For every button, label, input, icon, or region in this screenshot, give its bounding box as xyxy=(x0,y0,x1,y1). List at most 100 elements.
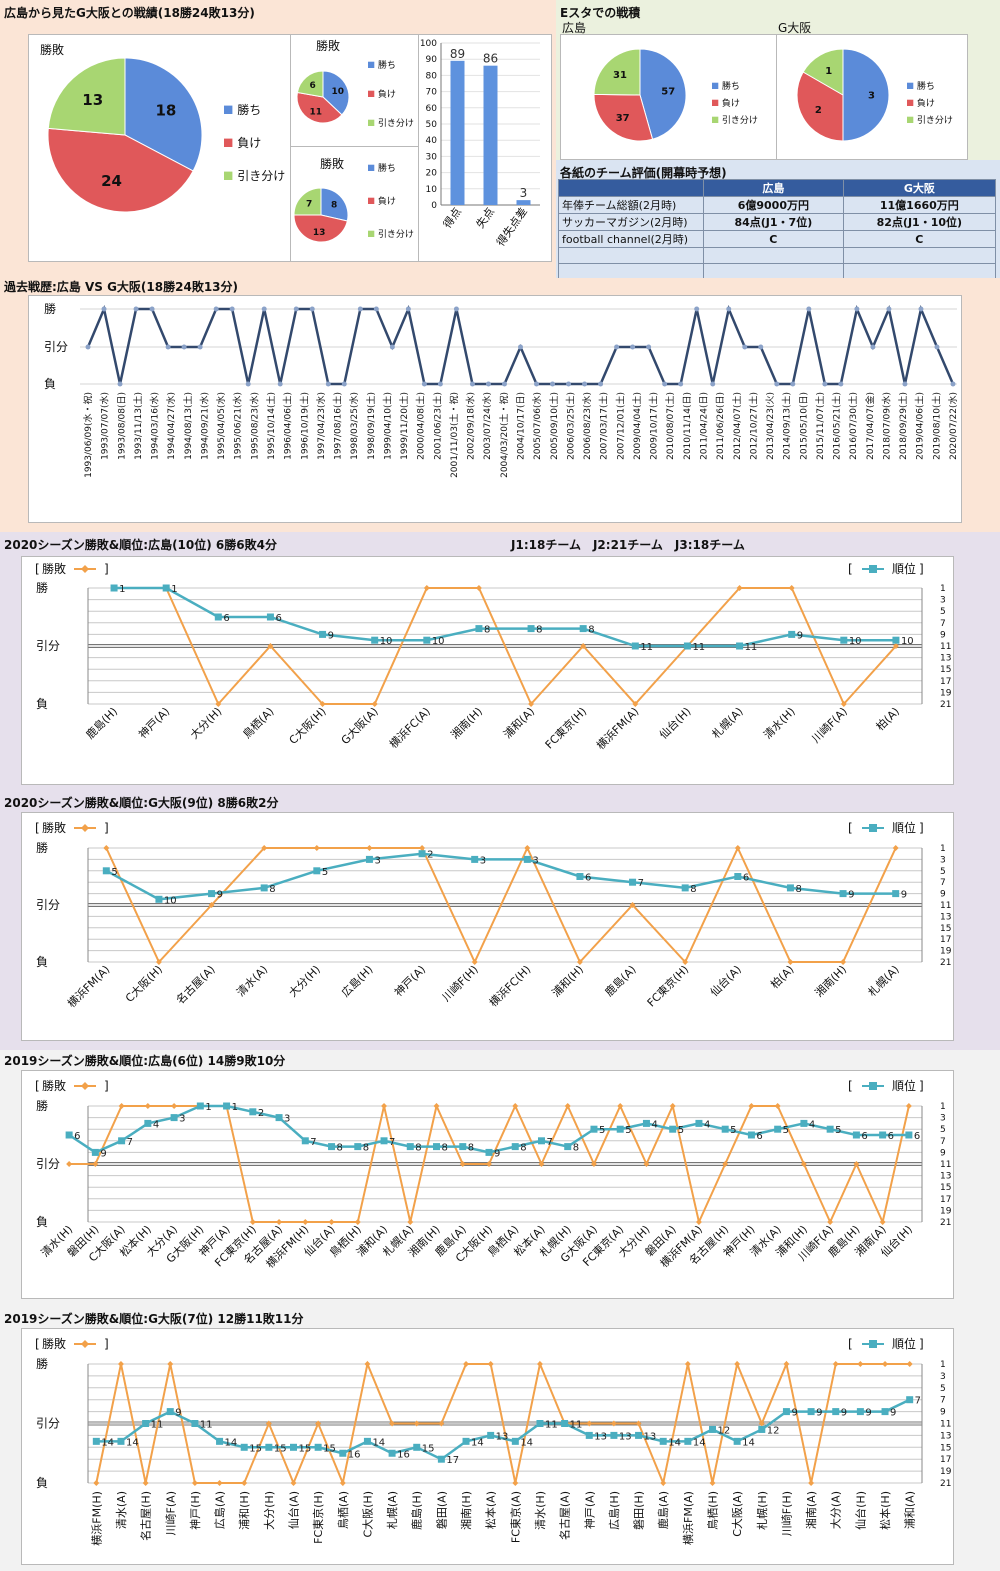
rank-point xyxy=(839,890,847,898)
result-point xyxy=(787,959,794,965)
rank-point xyxy=(166,1408,174,1416)
result-point xyxy=(261,845,268,851)
season-x-label: 清水(A) xyxy=(115,1491,128,1529)
season-title: 2020シーズン勝敗&順位:広島(10位) 6勝6敗4分 xyxy=(4,538,277,552)
result-y-label: 勝 xyxy=(36,580,48,595)
result-y-label: 引分 xyxy=(36,898,60,912)
rank-data-label: 1 xyxy=(171,584,177,595)
result-point xyxy=(832,1361,839,1367)
pie-title: 勝敗 xyxy=(40,42,64,57)
rank-point xyxy=(196,1102,204,1110)
result-point xyxy=(524,845,531,851)
rank-point xyxy=(339,1449,347,1457)
rank-tick-label: 9 xyxy=(940,1148,946,1158)
season-x-label: 磐田(A) xyxy=(434,1491,448,1529)
result-point xyxy=(635,1420,642,1427)
season-title: 2019シーズン勝敗&順位:広島(6位) 14勝9敗10分 xyxy=(4,1054,286,1068)
season-title: 2019シーズン勝敗&順位:G大阪(7位) 12勝11敗11分 xyxy=(4,1312,304,1326)
history-point xyxy=(950,381,956,387)
season-x-label: 清水(H) xyxy=(534,1491,547,1530)
rank-point xyxy=(774,1125,782,1133)
legend-swatch xyxy=(368,164,375,171)
pie-slice xyxy=(842,48,890,142)
pie-slice-label: 13 xyxy=(82,91,103,109)
pie-slice-label: 11 xyxy=(309,108,322,118)
result-point xyxy=(208,902,215,908)
history-point xyxy=(149,306,155,312)
rank-point xyxy=(840,636,848,644)
result-point xyxy=(339,1480,346,1486)
rank-data-label: 6 xyxy=(861,1131,867,1142)
season-x-label: 松本(A) xyxy=(484,1491,498,1529)
rank-tick-label: 11 xyxy=(940,1160,951,1170)
history-point xyxy=(758,344,764,350)
rank-point xyxy=(162,584,170,592)
rank-legend-marker xyxy=(869,824,877,832)
pie-slice-label: 13 xyxy=(313,228,326,238)
result-legend-marker xyxy=(81,1082,89,1090)
rank-data-label: 1 xyxy=(119,584,125,595)
legend-swatch xyxy=(907,99,914,106)
rank-point xyxy=(758,1425,766,1433)
history-x-label: 1993/06/09(水・祝) xyxy=(82,392,94,478)
rank-point xyxy=(906,1396,914,1404)
season-x-label: 湘南(A) xyxy=(804,1491,818,1529)
rank-data-label: 14 xyxy=(520,1437,533,1448)
rank-data-label: 3 xyxy=(179,1114,185,1125)
season-x-label: 清水(A) xyxy=(234,963,270,999)
history-point xyxy=(614,344,620,350)
season-2019-gosaka-section: 2019シーズン勝敗&順位:G大阪(7位) 12勝11敗11分 1 3 5 7 9 11 1… xyxy=(0,1308,1000,1571)
season-x-label: 鹿島(H) xyxy=(83,704,120,741)
rank-data-label: 9 xyxy=(890,1408,896,1419)
legend-label: 勝ち xyxy=(378,59,396,71)
result-point xyxy=(808,1480,815,1486)
rank-data-label: 7 xyxy=(915,1396,921,1407)
rank-legend-label: 順位 xyxy=(892,1078,916,1093)
history-point xyxy=(806,306,812,312)
rank-point xyxy=(576,873,584,880)
rank-data-label: 9 xyxy=(865,1408,871,1419)
result-legend-marker xyxy=(81,565,89,573)
rank-data-label: 11 xyxy=(151,1420,164,1431)
result-legend-marker xyxy=(81,1340,89,1348)
history-point xyxy=(726,306,732,312)
rank-point xyxy=(249,1108,257,1116)
rank-point xyxy=(314,1443,322,1451)
season-x-label: 札幌(A) xyxy=(709,704,746,741)
result-point xyxy=(840,701,847,707)
history-section: 過去戦歴:広島 VS G大阪(18勝24敗13分) 勝引分負 1993/06/09… xyxy=(0,278,1000,532)
rank-data-label: 8 xyxy=(484,625,490,636)
result-point xyxy=(117,1361,124,1367)
history-x-label: 1994/03/16(水) xyxy=(149,392,161,460)
bar-y-tick: 80 xyxy=(426,71,438,81)
result-point xyxy=(354,1219,361,1225)
season-x-label: 仙台(A) xyxy=(707,962,744,999)
history-x-label: 2017/04/07(金) xyxy=(864,392,876,460)
history-point xyxy=(133,306,139,312)
rank-tick-label: 5 xyxy=(940,607,946,617)
rank-tick-label: 13 xyxy=(940,1431,951,1441)
legend-label: 負け xyxy=(378,195,396,207)
result-point xyxy=(249,1219,256,1225)
rank-legend-marker xyxy=(869,1082,877,1090)
ratings-header-gosaka: G大阪 xyxy=(842,179,997,197)
bar xyxy=(516,200,531,205)
rank-point xyxy=(747,1131,755,1139)
rank-data-label: 5 xyxy=(322,867,328,878)
season-x-label: 横浜FM(A) xyxy=(681,1491,695,1545)
history-x-label: 2004/10/17(日) xyxy=(516,392,527,460)
result-point xyxy=(389,1420,396,1427)
rank-point xyxy=(170,1114,178,1122)
history-x-label: 1997/04/23(水) xyxy=(315,392,327,460)
season-x-label: 横浜FC(H) xyxy=(486,962,533,1009)
season-x-label: C大阪(H) xyxy=(360,1491,374,1538)
rank-point xyxy=(709,1425,716,1433)
rank-point xyxy=(216,1437,224,1445)
rank-point xyxy=(669,1125,677,1133)
rank-point xyxy=(313,867,321,875)
rank-point xyxy=(590,1125,598,1133)
rank-point xyxy=(786,884,794,892)
rank-legend-close: ] xyxy=(919,821,924,835)
rank-tick-label: 7 xyxy=(940,1396,946,1406)
